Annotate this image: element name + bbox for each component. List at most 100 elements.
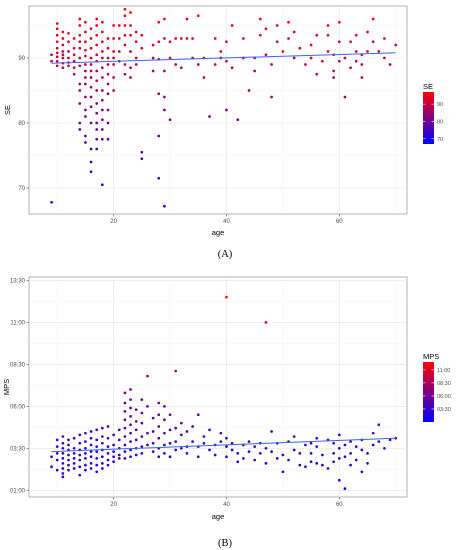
data-point <box>343 443 347 447</box>
data-point <box>366 451 369 455</box>
data-point <box>78 89 82 92</box>
data-point <box>343 95 347 99</box>
data-point <box>61 53 65 57</box>
data-point <box>151 69 155 73</box>
x-ticks-a: 20 40 60 <box>110 214 343 225</box>
data-point <box>230 448 234 452</box>
data-point <box>264 446 268 450</box>
data-point <box>191 425 194 428</box>
panel-a: 20 40 60 70 80 90 age SE SE 90 80 70 (A) <box>3 5 443 260</box>
data-point <box>84 95 87 99</box>
data-point <box>275 457 279 460</box>
data-point <box>112 37 115 40</box>
data-point <box>123 33 127 37</box>
data-point <box>371 431 375 435</box>
data-point <box>383 56 386 60</box>
data-point <box>72 53 76 57</box>
legend-tick-label: 11:00 <box>437 368 450 374</box>
data-point <box>326 24 330 27</box>
data-point <box>72 451 76 455</box>
data-point <box>95 89 99 92</box>
data-point <box>67 443 70 447</box>
data-point <box>95 128 99 131</box>
data-point <box>258 451 262 455</box>
data-point <box>326 50 330 53</box>
data-point <box>84 457 87 460</box>
data-point <box>72 59 76 63</box>
data-point <box>337 20 341 24</box>
data-point <box>213 37 217 40</box>
data-point <box>394 43 398 47</box>
data-point <box>354 59 358 63</box>
data-point <box>84 463 87 467</box>
data-point <box>287 20 290 24</box>
data-point <box>163 451 166 455</box>
data-point <box>236 460 240 464</box>
data-point <box>55 445 59 448</box>
x-tick-label: 40 <box>223 219 230 225</box>
data-point <box>168 441 172 445</box>
data-point <box>89 56 93 60</box>
data-point <box>202 76 206 79</box>
data-point <box>106 458 110 462</box>
data-point <box>270 95 273 99</box>
data-point <box>174 426 178 430</box>
data-point <box>129 398 132 401</box>
data-point <box>230 441 234 445</box>
data-point <box>84 431 87 435</box>
data-point <box>123 72 127 76</box>
data-point <box>106 463 110 467</box>
data-point <box>151 430 155 433</box>
data-point <box>78 102 82 105</box>
data-point <box>371 443 375 447</box>
data-point <box>89 147 93 151</box>
data-point <box>157 401 161 405</box>
legend-b: MPS 11:00 08:30 06:00 03:30 <box>423 352 451 422</box>
data-point <box>366 50 369 53</box>
data-point <box>89 27 93 31</box>
data-point <box>168 428 172 432</box>
data-point <box>163 95 166 99</box>
data-point <box>281 453 285 457</box>
y-tick-label: 03:30 <box>10 446 26 452</box>
data-point <box>354 33 358 37</box>
data-point <box>174 37 178 40</box>
data-point <box>230 24 234 27</box>
data-point <box>89 76 93 79</box>
data-point <box>78 433 82 437</box>
data-point <box>388 438 392 442</box>
data-point <box>163 37 166 40</box>
data-point <box>247 450 251 454</box>
data-point <box>89 467 93 470</box>
data-point <box>106 108 110 112</box>
data-point <box>129 455 132 459</box>
data-point <box>349 40 352 44</box>
data-point <box>332 69 336 73</box>
data-point <box>123 24 127 27</box>
data-point <box>123 401 127 405</box>
legend-tick-label: 90 <box>437 102 443 108</box>
data-point <box>61 475 65 479</box>
data-point <box>72 457 76 460</box>
data-point <box>298 451 302 455</box>
data-point <box>72 462 76 465</box>
data-point <box>388 63 392 66</box>
data-point <box>157 20 161 24</box>
data-point <box>140 33 144 37</box>
data-point <box>78 121 82 125</box>
data-point <box>196 455 200 459</box>
data-point <box>106 451 110 455</box>
legend-tick-label: 03:30 <box>437 407 451 413</box>
data-point <box>140 421 144 425</box>
data-point <box>55 451 59 455</box>
data-point <box>112 433 115 437</box>
data-point <box>50 455 53 459</box>
data-point <box>129 440 132 443</box>
data-point <box>95 53 99 57</box>
data-point <box>78 453 82 457</box>
data-point <box>332 441 336 445</box>
y-tick-label: 11:00 <box>10 320 25 326</box>
data-point <box>163 404 166 408</box>
y-axis-label-a: SE <box>3 105 12 115</box>
